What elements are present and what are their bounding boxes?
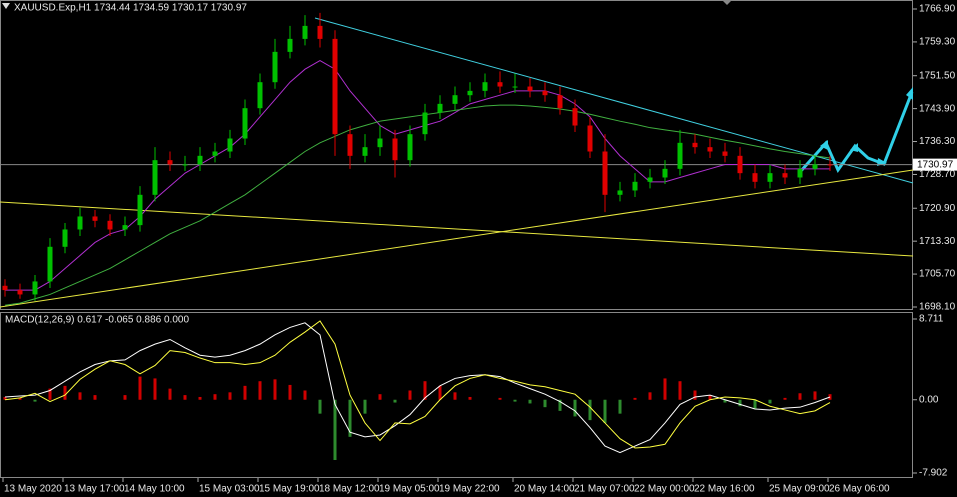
candle-body: [767, 173, 773, 182]
candle-body: [107, 220, 113, 230]
candle-body: [617, 190, 623, 195]
candle-body: [632, 181, 638, 191]
candle-body: [272, 51, 278, 83]
candle-body: [182, 164, 188, 166]
candle-body: [527, 86, 533, 91]
candle-body: [677, 142, 683, 169]
candle-body: [662, 168, 668, 178]
x-tick-label: 20 May 14:00: [514, 484, 575, 495]
x-tick-label: 19 May 05:00: [379, 484, 440, 495]
candle-body: [317, 25, 323, 39]
candle-body: [752, 173, 758, 182]
candle-body: [32, 281, 38, 295]
x-tick-label: 25 May 09:00: [769, 484, 830, 495]
candle-body: [392, 138, 398, 161]
candle-body: [647, 177, 653, 182]
indicator-line: [4, 104, 831, 306]
x-tick-label: 15 May 03:00: [199, 484, 260, 495]
chart-menu-icon[interactable]: [2, 3, 10, 9]
x-tick-label: 18 May 12:00: [319, 484, 380, 495]
candle-body: [722, 151, 728, 156]
x-tick-label: 14 May 10:00: [124, 484, 185, 495]
candle-body: [542, 90, 548, 96]
candle-body: [167, 160, 173, 165]
last-price-box: [913, 158, 957, 171]
y-tick-label: 1759.30: [919, 37, 956, 48]
candle-body: [437, 103, 443, 113]
y-tick-label: 1751.50: [919, 70, 956, 81]
y-tick-label: 1713.30: [919, 236, 956, 247]
candle-body: [377, 138, 383, 148]
y-tick-label: 1720.90: [919, 203, 956, 214]
candle-body: [422, 112, 428, 135]
candle-body: [812, 164, 818, 169]
x-tick-label: 22 May 00:00: [634, 484, 695, 495]
y-tick-label: 1736.30: [919, 136, 956, 147]
last-price-label: 1730.97: [917, 159, 954, 170]
candle-body: [707, 147, 713, 152]
candle-body: [152, 160, 158, 195]
candle-body: [362, 147, 368, 156]
y-tick-label: 1766.90: [919, 4, 956, 15]
y-tick-label: 0.00: [919, 394, 939, 405]
candle-body: [482, 82, 488, 91]
trendline: [0, 169, 914, 308]
candle-body: [2, 285, 8, 291]
candle-body: [302, 25, 308, 39]
indicator-line: [4, 320, 831, 449]
candle-body: [737, 155, 743, 174]
trendline: [0, 201, 914, 257]
y-tick-label: 1705.70: [919, 269, 956, 280]
candle-body: [782, 173, 788, 178]
candle-body: [137, 194, 143, 226]
x-tick-label: 15 May 19:00: [259, 484, 320, 495]
y-tick-label: 8.711: [919, 314, 944, 325]
candle-body: [557, 95, 563, 109]
candle-body: [467, 90, 473, 96]
candle-body: [287, 38, 293, 52]
x-tick-label: 19 May 22:00: [439, 484, 500, 495]
candle-body: [452, 95, 458, 104]
candle-body: [77, 216, 83, 230]
candle-body: [512, 86, 518, 88]
macd-title: MACD(12,26,9) 0.617 -0.065 0.886 0.000: [5, 315, 189, 326]
candle-body: [407, 134, 413, 161]
candle-body: [47, 246, 53, 282]
y-tick-label: 1743.90: [919, 103, 956, 114]
candle-body: [62, 229, 68, 247]
candle-body: [17, 290, 23, 295]
candle-body: [587, 125, 593, 152]
x-tick-label: 22 May 16:00: [694, 484, 755, 495]
x-tick-label: 21 May 07:00: [574, 484, 635, 495]
candle-body: [332, 38, 338, 135]
x-tick-label: 26 May 06:00: [829, 484, 890, 495]
candle-body: [257, 82, 263, 109]
candle-body: [602, 151, 608, 195]
candle-body: [197, 155, 203, 165]
chart-title: XAUUSD.Exp,H1 1734.44 1734.59 1730.17 17…: [14, 3, 247, 14]
candle-body: [122, 225, 128, 230]
candle-body: [92, 216, 98, 221]
indicator-line: [4, 322, 831, 454]
y-tick-label: -7.902: [919, 468, 948, 479]
x-tick-label: 13 May 17:00: [64, 484, 125, 495]
price-panel-frame: [0, 0, 913, 310]
candle-body: [242, 108, 248, 139]
candle-body: [797, 168, 803, 178]
candle-body: [497, 82, 503, 87]
y-tick-label: 1698.10: [919, 302, 956, 313]
x-tick-label: 13 May 2020: [4, 484, 62, 495]
candle-body: [212, 151, 218, 156]
y-tick-label: 1728.70: [919, 169, 956, 180]
macd-panel-frame: [0, 312, 913, 478]
candle-body: [692, 142, 698, 148]
chart-shift-marker[interactable]: [722, 0, 732, 5]
candle-body: [347, 134, 353, 156]
candle-body: [827, 164, 833, 166]
candle-body: [572, 108, 578, 126]
candle-body: [227, 138, 233, 152]
